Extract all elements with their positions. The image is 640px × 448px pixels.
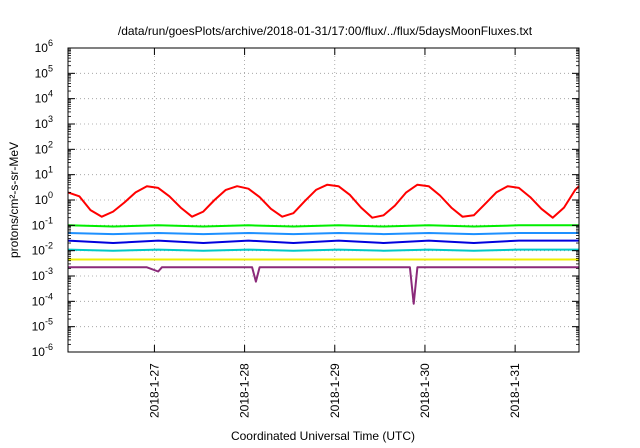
y-tick-label: 103 xyxy=(35,114,53,131)
series-line-5 xyxy=(67,248,579,252)
y-tick-label: 102 xyxy=(35,139,53,156)
x-tick-label: 2018-1-30 xyxy=(418,363,432,418)
x-tick-labels: 2018-1-27 2018-1-28 2018-1-29 2018-1-30 2018… xyxy=(147,363,522,418)
series-group xyxy=(67,183,580,305)
series-line-3 xyxy=(67,232,579,236)
y-axis-label: protons/cm²-s-sr-MeV xyxy=(7,142,21,258)
series-line-2 xyxy=(67,224,579,228)
y-tick-label: 10-5 xyxy=(32,317,53,334)
series-line-1 xyxy=(67,183,580,219)
y-tick-label: 10-2 xyxy=(32,241,53,258)
y-tick-label: 10-3 xyxy=(32,266,53,283)
y-tick-label: 10-1 xyxy=(32,215,53,232)
ticks xyxy=(68,47,579,353)
x-axis-label: Coordinated Universal Time (UTC) xyxy=(231,429,415,443)
chart-title: /data/run/goesPlots/archive/2018-01-31/1… xyxy=(118,24,533,38)
grid xyxy=(68,48,579,352)
series-line-7 xyxy=(68,266,579,305)
y-tick-label: 100 xyxy=(35,190,53,207)
y-tick-label: 104 xyxy=(35,89,53,106)
y-tick-labels: 10-6 10-5 10-4 10-3 10-2 10-1 100 101 102 103 104 1… xyxy=(32,38,53,359)
x-tick-label: 2018-1-31 xyxy=(508,363,522,418)
y-tick-label: 10-4 xyxy=(32,291,53,308)
series-line-4 xyxy=(67,239,579,244)
y-tick-label: 106 xyxy=(35,38,53,55)
x-tick-label: 2018-1-29 xyxy=(328,363,342,418)
x-tick-label: 2018-1-28 xyxy=(238,363,252,418)
y-tick-label: 10-6 xyxy=(32,342,53,359)
y-tick-label: 101 xyxy=(35,165,53,182)
y-tick-label: 105 xyxy=(35,63,53,80)
x-tick-label: 2018-1-27 xyxy=(147,363,161,418)
